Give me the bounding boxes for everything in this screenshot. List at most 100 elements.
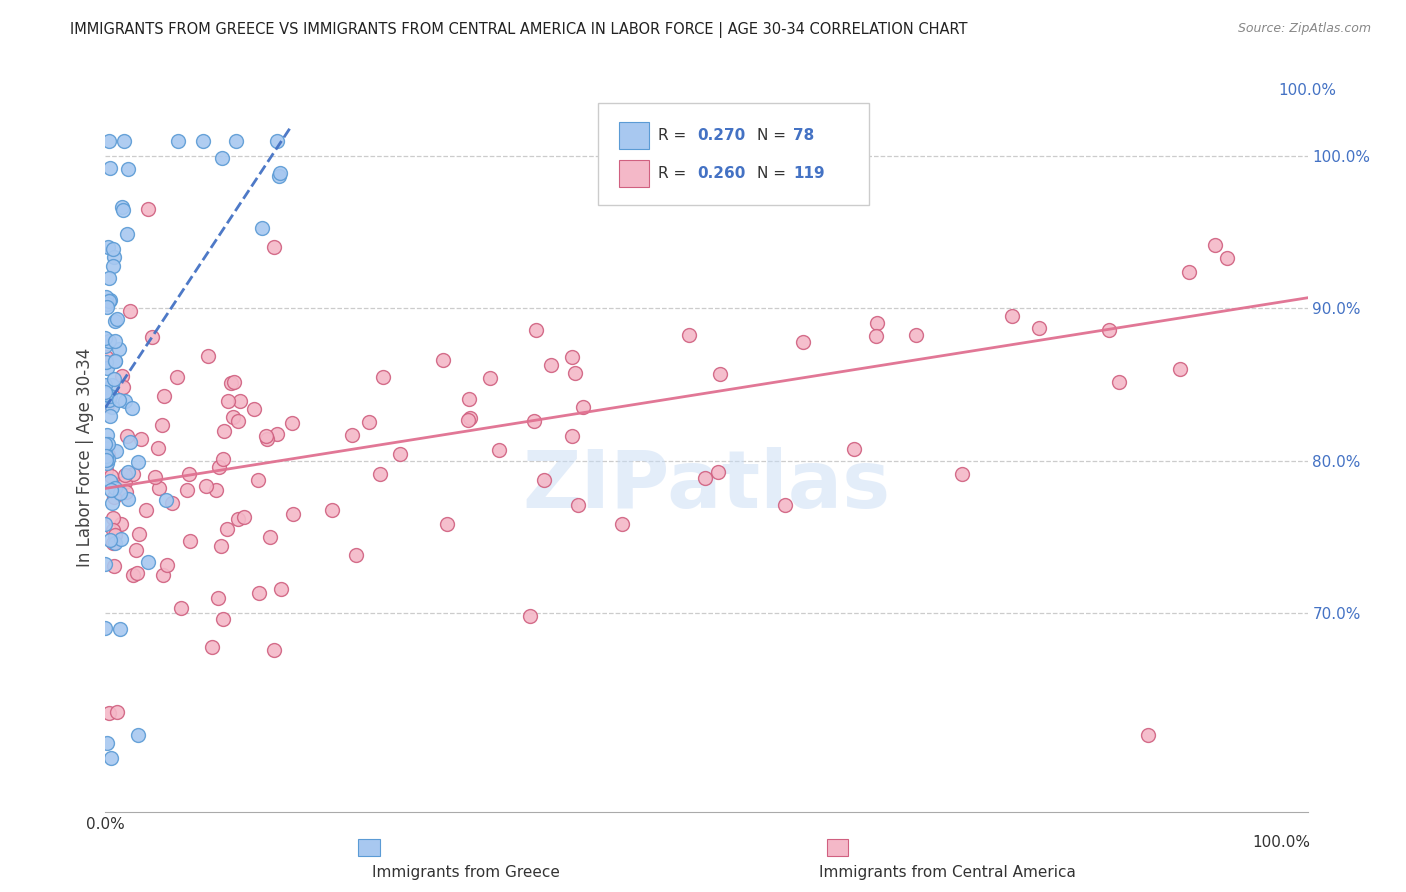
Point <box>904 327 927 342</box>
Point <box>101 259 124 273</box>
Point <box>842 442 865 457</box>
Point <box>1204 237 1226 252</box>
Point <box>561 350 583 364</box>
Point <box>96 456 118 470</box>
Point <box>217 393 239 408</box>
Point <box>695 471 717 485</box>
Point <box>523 414 546 428</box>
Point <box>118 304 141 318</box>
Point <box>98 293 121 308</box>
Point <box>564 366 586 380</box>
Point <box>121 401 143 416</box>
Point <box>148 441 170 455</box>
Point <box>215 523 238 537</box>
Point <box>98 334 121 349</box>
Point <box>773 499 796 513</box>
Point <box>114 393 136 408</box>
Point <box>195 478 218 492</box>
Point <box>100 483 122 498</box>
Point <box>232 510 254 524</box>
Point <box>263 240 285 254</box>
Point <box>103 372 125 386</box>
Point <box>166 134 188 148</box>
Point <box>259 530 281 544</box>
Point <box>270 582 292 597</box>
Point <box>97 448 120 462</box>
Point <box>321 503 343 517</box>
Point <box>104 353 127 368</box>
Point <box>108 486 131 500</box>
Point <box>105 444 128 458</box>
Point <box>112 202 135 217</box>
Point <box>197 349 219 363</box>
Point <box>94 378 117 392</box>
Point <box>143 470 166 484</box>
Point <box>131 432 153 446</box>
Point <box>97 452 120 467</box>
Point <box>269 166 291 180</box>
Point <box>457 412 479 426</box>
Point <box>127 454 149 468</box>
Text: Immigrants from Greece: Immigrants from Greece <box>373 865 560 880</box>
Point <box>519 609 541 624</box>
Point <box>148 481 170 495</box>
Point <box>108 622 131 636</box>
Point <box>263 643 285 657</box>
Point <box>114 475 136 489</box>
Point <box>678 328 700 343</box>
Point <box>103 559 125 574</box>
Point <box>432 353 454 368</box>
Point <box>211 451 233 466</box>
Point <box>98 474 121 488</box>
Point <box>110 517 132 532</box>
Text: N =: N = <box>756 128 792 144</box>
Point <box>110 533 132 547</box>
Point <box>212 612 235 626</box>
Point <box>136 202 159 217</box>
Bar <box>359 839 380 855</box>
Point <box>458 392 481 406</box>
Point <box>94 557 117 571</box>
Point <box>108 392 131 407</box>
Point <box>150 417 173 432</box>
Point <box>256 432 278 446</box>
Point <box>100 469 122 483</box>
Point <box>94 331 117 345</box>
Point <box>104 334 127 348</box>
Point <box>115 429 138 443</box>
Point <box>96 361 118 376</box>
Point <box>141 330 163 344</box>
Point <box>226 414 249 428</box>
Point <box>281 416 304 430</box>
Point <box>127 729 149 743</box>
Point <box>179 533 201 548</box>
Point <box>152 567 174 582</box>
Point <box>571 401 593 415</box>
Text: R =: R = <box>658 166 692 181</box>
Point <box>94 453 117 467</box>
Point <box>1108 375 1130 389</box>
Point <box>1098 323 1121 337</box>
Point <box>94 386 117 401</box>
Point <box>170 600 193 615</box>
Text: IMMIGRANTS FROM GREECE VS IMMIGRANTS FROM CENTRAL AMERICA IN LABOR FORCE | AGE 3: IMMIGRANTS FROM GREECE VS IMMIGRANTS FRO… <box>70 22 967 38</box>
Point <box>357 415 380 429</box>
Point <box>176 483 198 497</box>
Point <box>228 393 250 408</box>
Point <box>103 490 125 504</box>
Point <box>344 548 367 562</box>
Point <box>533 473 555 487</box>
Point <box>121 568 143 582</box>
Point <box>540 358 562 372</box>
Point <box>103 536 125 550</box>
Point <box>111 369 134 384</box>
Point <box>226 512 249 526</box>
Point <box>111 380 134 394</box>
Point <box>267 169 290 183</box>
Point <box>118 435 141 450</box>
Point <box>101 400 124 414</box>
Point <box>193 134 215 148</box>
Point <box>153 389 176 403</box>
Point <box>156 558 179 572</box>
Text: Source: ZipAtlas.com: Source: ZipAtlas.com <box>1237 22 1371 36</box>
